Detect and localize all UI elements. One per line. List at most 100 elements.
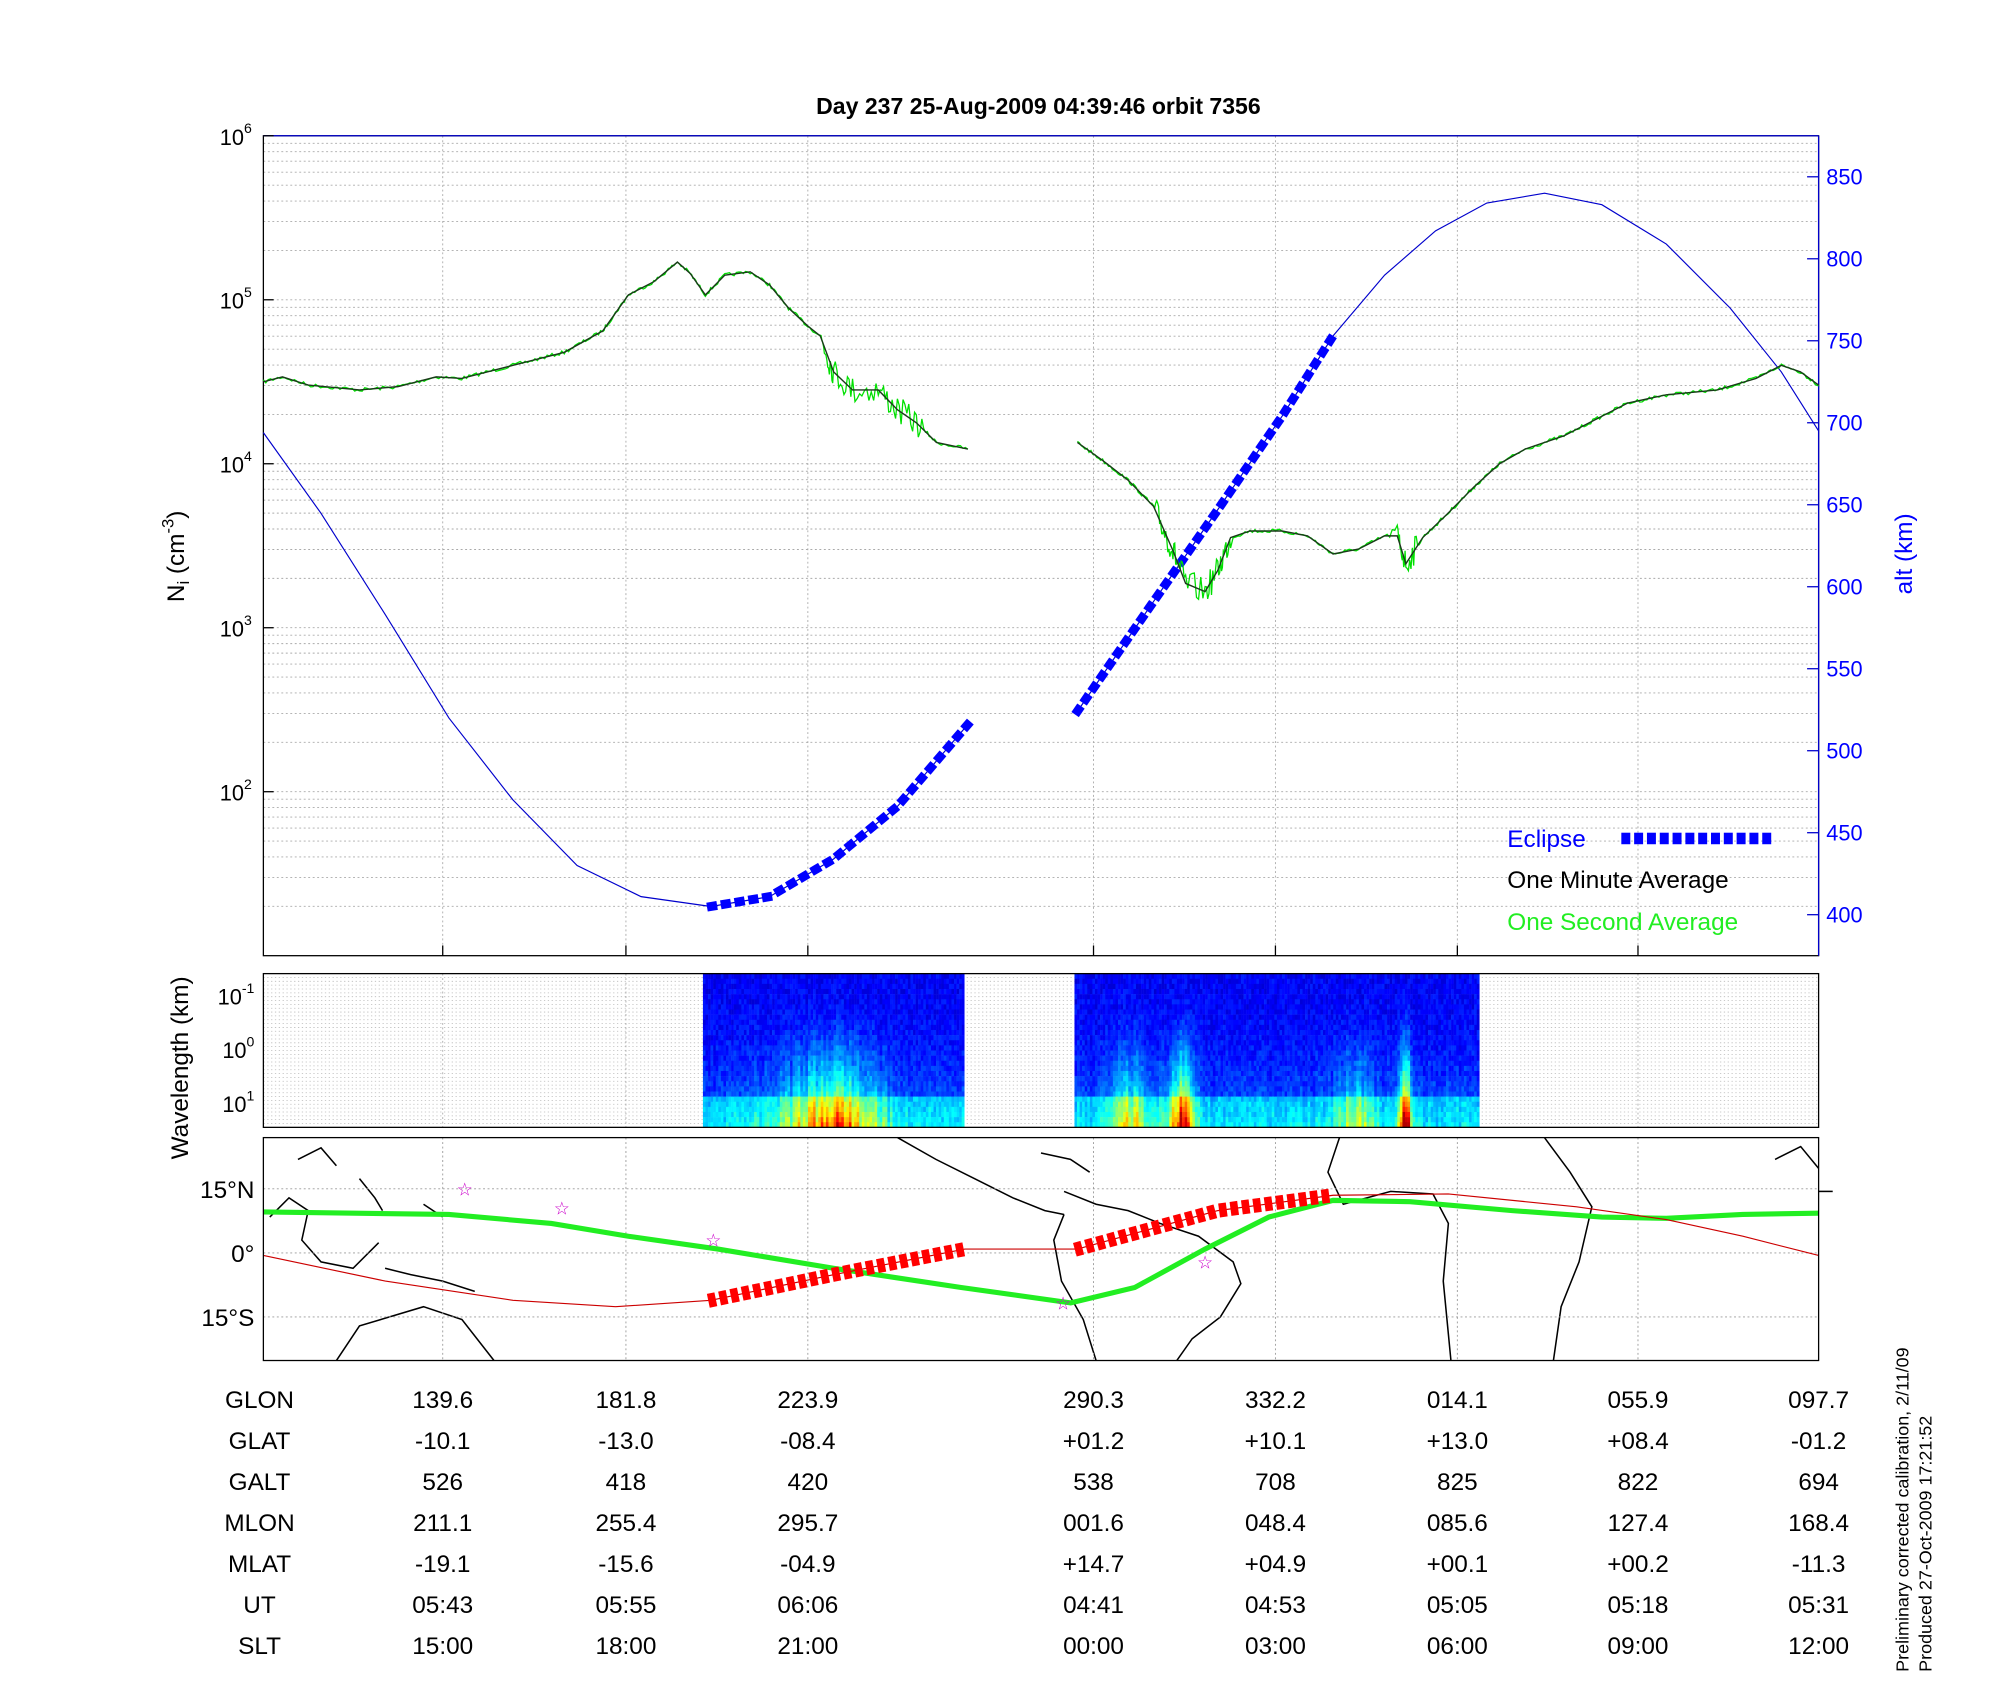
spectrogram-cell [1123, 1019, 1126, 1026]
spectrogram-cell [1153, 988, 1157, 995]
spectrogram-cell [720, 983, 724, 990]
spectrogram-cell [859, 1111, 863, 1118]
spectrogram-cell [1084, 1035, 1088, 1041]
spectrogram-cell [797, 1060, 801, 1067]
spectrogram-cell [820, 1004, 824, 1010]
spectrogram-cell [915, 1009, 919, 1015]
spectrogram-cell [889, 994, 893, 1000]
spectrogram-cell [797, 1065, 801, 1072]
spectrogram-cell [907, 1019, 911, 1026]
spectrogram-cell [1089, 1091, 1093, 1097]
spectrogram-cell [710, 1014, 714, 1020]
spectrogram-cell [825, 1117, 829, 1123]
spectrogram-cell [1135, 1029, 1139, 1036]
spectrogram-cell [1205, 1070, 1208, 1077]
spectrogram-cell [1166, 1101, 1170, 1108]
spectrogram-cell [751, 1055, 755, 1061]
spectrogram-cell [923, 1060, 927, 1067]
spectrogram-cell [915, 1040, 919, 1046]
spectrogram-cell [889, 1070, 893, 1077]
spectrogram-cell [828, 1055, 832, 1061]
spectrogram-cell [754, 1106, 757, 1113]
spectrogram-cell [749, 1122, 752, 1128]
spectrogram-cell [864, 1065, 868, 1072]
spectrogram-cell [764, 1091, 768, 1097]
spectrogram-cell [851, 1117, 855, 1123]
spectrogram-cell [864, 1070, 868, 1077]
spectrogram-cell [1176, 1040, 1180, 1046]
spectrogram-cell [1169, 1076, 1173, 1082]
spectrogram-cell [764, 973, 768, 980]
spectrogram-cell [951, 1045, 955, 1051]
spectrogram-cell [877, 978, 880, 985]
spectrogram-cell [861, 999, 865, 1005]
spectrogram-cell [936, 1040, 939, 1046]
spectrogram-cell [820, 1101, 824, 1108]
spectrogram-cell [946, 1009, 950, 1015]
spectrogram-cell [708, 1045, 711, 1051]
spectrogram-cell [1118, 999, 1121, 1005]
spectrogram-cell [810, 1106, 814, 1113]
spectrogram-cell [854, 994, 857, 1000]
spectrogram-cell [761, 1019, 765, 1026]
spectrogram-cell [733, 1055, 737, 1061]
spectrogram-cell [749, 1086, 752, 1092]
spectrogram-cell [792, 1065, 796, 1072]
spectrogram-cell [1092, 1101, 1096, 1108]
spectrogram-cell [802, 1035, 806, 1041]
spectrogram-cell [1215, 1009, 1219, 1015]
spectrogram-cell [756, 1117, 760, 1123]
spectrogram-cell [1182, 1035, 1185, 1041]
spectrogram-cell [923, 1029, 927, 1036]
spectrogram-cell [936, 999, 939, 1005]
spectrogram-cell [1074, 1055, 1078, 1061]
spectrogram-cell [1161, 1070, 1165, 1077]
spectrogram-cell [790, 1055, 793, 1061]
spectrogram-cell [797, 1081, 801, 1087]
spectrogram-cell [749, 1096, 752, 1102]
spectrogram-cell [864, 1091, 868, 1097]
spectrogram-cell [1192, 1050, 1196, 1056]
spectrogram-cell [825, 1050, 829, 1056]
spectrogram-cell [725, 1111, 729, 1118]
spectrogram-cell [1164, 1065, 1167, 1072]
spectrogram-cell [1148, 1055, 1152, 1061]
spectrogram-cell [874, 1024, 878, 1031]
spectrogram-cell [1220, 973, 1224, 980]
spectrogram-cell [1182, 978, 1185, 985]
spectrogram-cell [1084, 1122, 1088, 1128]
spectrogram-cell [725, 1050, 729, 1056]
spectrogram-cell [1189, 1035, 1193, 1041]
spectrogram-cell [1217, 1024, 1221, 1031]
spectrogram-cell [900, 1076, 904, 1082]
spectrogram-cell [918, 1117, 921, 1123]
spectrogram-cell [756, 1101, 760, 1108]
spectrogram-cell [1212, 1045, 1216, 1051]
spectrogram-cell [864, 1096, 868, 1102]
spectrogram-cell [1120, 1019, 1124, 1026]
spectrogram-cell [820, 1045, 824, 1051]
spectrogram-cell [843, 1009, 847, 1015]
spectrogram-cell [772, 1004, 775, 1010]
spectrogram-cell [948, 1060, 952, 1067]
spectrogram-cell [833, 999, 837, 1005]
spectrogram-cell [749, 1070, 752, 1077]
spectrogram-cell [1197, 988, 1201, 995]
spectrogram-cell [797, 1076, 801, 1082]
spectrogram-cell [1074, 1029, 1078, 1036]
spectrogram-cell [1148, 978, 1152, 985]
spectrogram-cell [777, 994, 781, 1000]
spectrogram-cell [877, 1009, 880, 1015]
spectrogram-cell [1082, 1081, 1085, 1087]
spectrogram-cell [854, 1096, 857, 1102]
spectrogram-cell [1176, 1014, 1180, 1020]
spectrogram-cell [761, 1024, 765, 1031]
spectrogram-cell [733, 978, 737, 985]
spectrogram-cell [751, 1086, 755, 1092]
spectrogram-cell [1082, 1014, 1085, 1020]
spectrogram-cell [1115, 978, 1119, 985]
spectrogram-cell [859, 1065, 863, 1072]
spectrogram-cell [731, 1040, 734, 1046]
legend-eclipse-marker [1698, 832, 1708, 845]
spectrogram-cell [897, 1055, 901, 1061]
